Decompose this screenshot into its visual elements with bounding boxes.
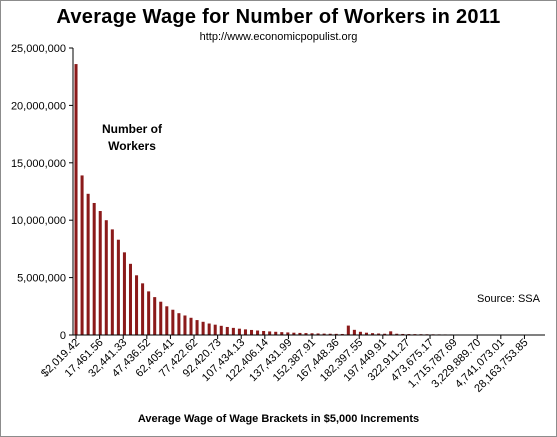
bar [207,323,211,335]
bar [147,291,151,335]
bar [183,315,187,335]
bar [86,193,90,335]
y-tick-label: 15,000,000 [11,158,66,170]
bar [310,333,314,335]
bar [74,64,78,335]
y-tick-label: 25,000,000 [11,43,66,55]
bar [389,331,393,335]
bar [225,326,229,335]
bar [177,313,181,335]
bar [298,332,302,335]
chart-subtitle: http://www.economicpopulist.org [199,31,358,43]
bar [128,263,132,335]
bar [371,333,375,335]
bar [334,333,338,335]
bar [201,321,205,335]
bar [92,202,96,335]
bar [328,333,332,335]
bar [135,275,139,335]
bar [250,329,254,335]
bar [110,229,114,335]
bar [171,309,175,335]
bar [243,329,247,335]
bar [98,211,102,335]
bar [401,333,405,335]
bars [74,64,544,336]
bar [383,333,387,335]
bar [122,252,126,335]
bar [231,327,235,335]
bar [268,331,272,335]
bar [237,328,241,335]
bar [159,301,163,335]
source-annotation: Source: SSA [477,293,540,305]
chart-title: Average Wage for Number of Workers in 20… [56,6,501,28]
x-axis-ticks: $2,019.4217,461.5632,441.3347,436.5262,4… [39,335,531,395]
y-tick-label: 10,000,000 [11,215,66,227]
bar [364,332,368,335]
bar [116,239,120,335]
bar [322,333,326,335]
bar [213,324,217,335]
series-label: Number of Workers [102,122,162,153]
bar [262,330,266,335]
x-axis-label: Average Wage of Wage Brackets in $5,000 … [137,413,420,425]
bar [316,333,320,335]
bar [104,220,108,335]
bar [304,333,308,335]
bar [292,332,296,335]
bar [219,325,223,335]
bar [340,333,344,335]
bar [346,325,350,335]
bar [358,331,362,335]
bar [377,333,381,335]
y-tick-label: 0 [60,330,66,342]
bar [195,320,199,335]
bar [80,175,84,335]
bar [280,332,284,335]
bar [141,283,145,335]
bar [395,333,399,335]
y-tick-label: 5,000,000 [17,273,66,285]
y-axis-ticks: 0 5,000,000 10,000,000 15,000,000 20,000,000… [11,43,73,342]
bar [352,329,356,335]
bar [286,332,290,335]
y-tick-label: 20,000,000 [11,100,66,112]
bar [165,306,169,335]
bar [189,317,193,335]
bar [153,297,157,335]
bar [274,331,278,335]
bar [256,330,260,335]
